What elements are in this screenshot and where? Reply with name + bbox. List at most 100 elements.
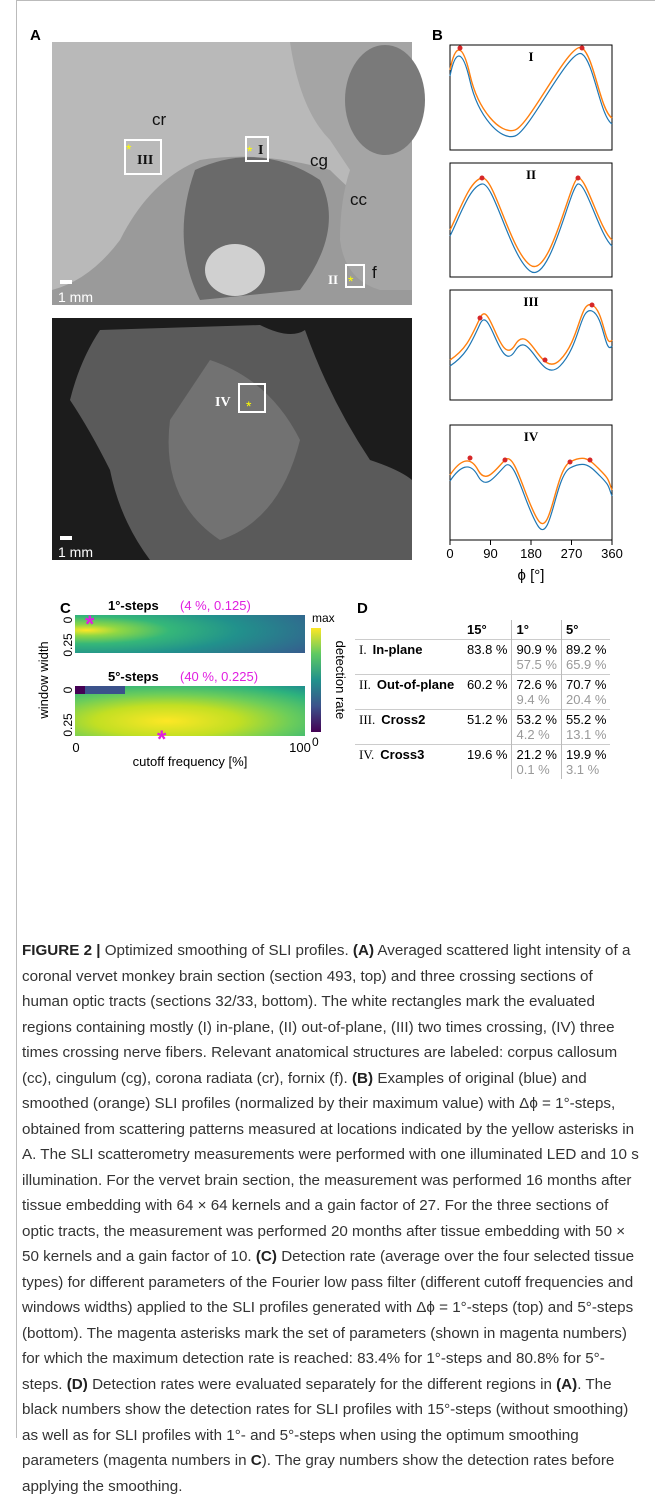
roi-label: III	[137, 153, 153, 168]
value-cell: 70.7 % 20.4 %	[560, 674, 611, 710]
asterisk: *	[247, 143, 253, 159]
x-tick-label: 0	[72, 740, 79, 755]
scale-bar	[60, 536, 72, 540]
row-name: Cross3	[380, 747, 425, 762]
caption-bold: C	[250, 1452, 262, 1469]
smoothed-profile	[449, 177, 613, 268]
raw-value: 57.5 %	[516, 657, 557, 672]
smoothed-value: 70.7 %	[565, 677, 607, 692]
smoothed-profile	[449, 457, 613, 525]
row-name: Out-of-plane	[376, 677, 455, 692]
caption-bold: (D)	[66, 1375, 88, 1393]
smoothed-profile	[449, 304, 613, 365]
panel-label: D	[357, 600, 368, 617]
value-cell: 51.2 %	[463, 709, 512, 745]
smoothed-value: 90.9 %	[516, 642, 557, 657]
label: f	[372, 263, 377, 282]
asterisk: *	[348, 273, 354, 289]
panel-label: A	[30, 27, 41, 44]
y-tick-label: 0.25	[61, 713, 75, 737]
value-cell: 83.8 %	[463, 639, 512, 675]
heatmap-cell	[75, 686, 85, 694]
value-cell: 55.2 % 13.1 %	[560, 709, 611, 745]
value-cell: 89.2 % 65.9 %	[560, 639, 611, 675]
roi-label: IV	[215, 395, 231, 410]
y-tick-label: 0	[61, 616, 75, 623]
label: cc	[350, 190, 368, 209]
asterisk: *	[126, 141, 132, 157]
smoothed-value: 19.9 %	[565, 747, 607, 762]
caption-text: Optimized smoothing of SLI profiles.	[100, 942, 353, 959]
asterisk: *	[246, 398, 252, 414]
caption-bold: FIGURE 2 |	[22, 942, 101, 959]
smoothed-value: 53.2 %	[516, 712, 557, 727]
colorbar-label: detection rate	[333, 641, 348, 720]
roi-box	[124, 139, 162, 175]
tissue	[205, 244, 265, 296]
table-row: I. In-plane 83.8 % 90.9 % 57.5 % 89.2 % 65.9 %	[355, 639, 611, 675]
left-rule	[16, 0, 17, 1438]
row-number: I.	[359, 642, 367, 657]
caption-text: Detection rate (average over the four se…	[22, 1248, 635, 1393]
scale-bar	[60, 280, 72, 284]
row-name: In-plane	[372, 642, 423, 657]
heatmap-cell	[75, 686, 125, 694]
label: cg	[310, 151, 328, 170]
heatmap-params: (4 %, 0.125)	[180, 598, 251, 613]
y-tick-label: 0.25	[61, 633, 75, 657]
original-profile	[449, 53, 613, 138]
smoothed-profile	[449, 47, 613, 132]
raw-value: 4.2 %	[516, 727, 550, 742]
row-label: II. Out-of-plane	[355, 674, 463, 710]
header-cell: 15°	[467, 622, 487, 637]
roi-box	[238, 383, 266, 413]
original-profile	[449, 183, 613, 274]
profile-frame	[449, 162, 613, 278]
x-axis-label: cutoff frequency [%]	[133, 754, 248, 769]
raw-value: 65.9 %	[565, 657, 607, 672]
caption-bold: (C)	[255, 1248, 277, 1265]
row-name: Cross2	[381, 712, 426, 727]
x-tick-label: 180	[520, 546, 542, 561]
row-label: IV. Cross3	[355, 744, 463, 779]
figure: A cr cg cc f III * I * II * 1 mm IV * 1 …	[30, 27, 623, 769]
top-rule	[16, 0, 655, 1]
peak-marker	[477, 315, 483, 321]
row-number: II.	[359, 677, 371, 692]
roi-box	[345, 264, 365, 288]
colorbar	[311, 628, 321, 732]
smoothed-value: 89.2 %	[565, 642, 607, 657]
peak-marker	[467, 455, 473, 461]
heatmap	[75, 686, 305, 736]
raw-value: 9.4 %	[516, 692, 550, 707]
heatmap-params: (40 %, 0.225)	[180, 669, 258, 684]
x-tick-label: 360	[601, 546, 623, 561]
value-cell: 53.2 % 4.2 %	[511, 709, 562, 745]
caption-text: Averaged scattered light intensity of a …	[22, 942, 631, 1087]
caption-text: Detection rates were evaluated separatel…	[87, 1375, 557, 1393]
peak-marker	[579, 45, 585, 51]
peak-marker	[542, 357, 548, 363]
heatmap-title: 1°-steps	[108, 598, 159, 613]
tissue	[345, 45, 425, 155]
value-cell: 60.2 %	[463, 674, 512, 710]
colorbar-max: max	[312, 611, 335, 625]
value-cell: 19.6 %	[463, 744, 512, 779]
caption-bold: (A)	[556, 1375, 578, 1393]
row-number: IV.	[359, 747, 375, 762]
value-cell: 21.2 % 0.1 %	[511, 744, 562, 779]
profile-label: II	[526, 167, 536, 182]
peak-marker	[587, 457, 593, 463]
caption-bold: (A)	[352, 942, 375, 959]
page: A cr cg cc f III * I * II * 1 mm IV * 1 …	[16, 0, 655, 1495]
raw-value: 13.1 %	[565, 727, 607, 742]
optimum-marker: *	[85, 611, 95, 638]
header-cell: 5°	[560, 620, 611, 640]
value-cell: 72.6 % 9.4 %	[511, 674, 562, 710]
value-cell: 19.9 % 3.1 %	[560, 744, 611, 779]
smoothed-value: 72.6 %	[516, 677, 557, 692]
y-tick-label: 0	[61, 686, 75, 693]
x-axis-label: ϕ [°]	[518, 567, 545, 584]
scale-label: 1 mm	[58, 289, 93, 305]
